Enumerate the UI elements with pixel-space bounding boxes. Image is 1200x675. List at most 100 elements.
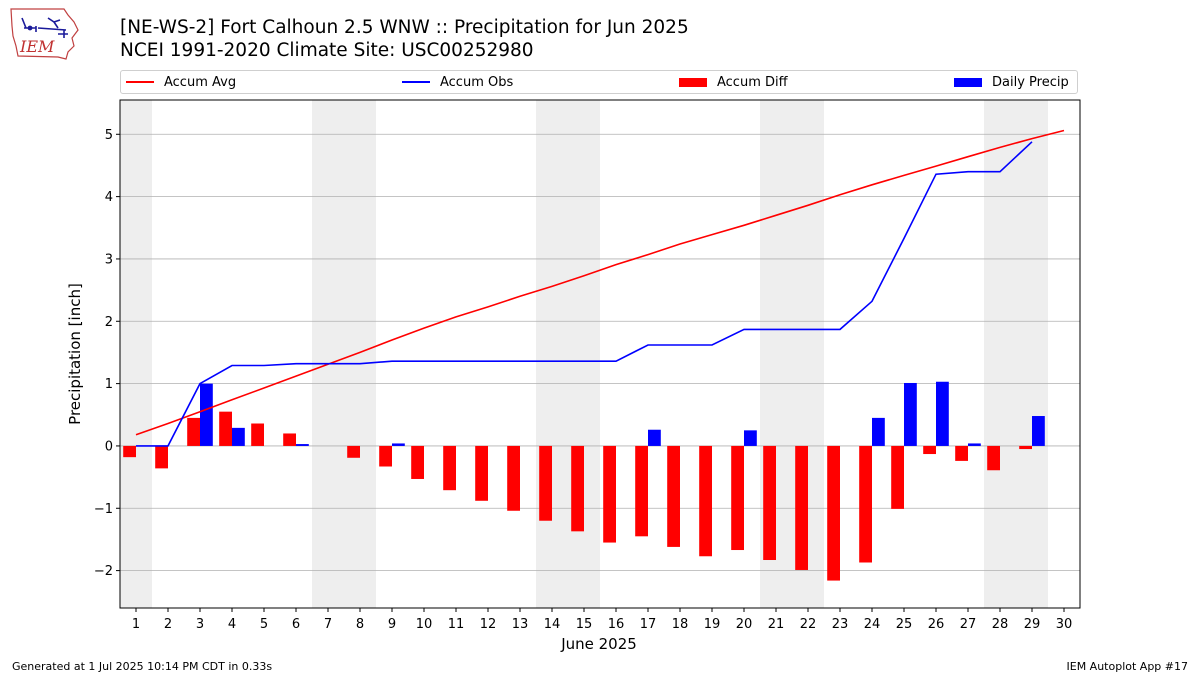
accum-diff-bar-day-24 (859, 445, 872, 563)
accum-diff-bar-day-10 (411, 445, 424, 479)
accum-diff-bar-day-21 (763, 445, 776, 561)
chart-title: [NE-WS-2] Fort Calhoun 2.5 WNW :: Precip… (120, 17, 689, 38)
legend-item-accum-avg: Accum Avg (126, 71, 236, 93)
x-tick-label-16: 16 (608, 617, 625, 632)
accum-diff-bar-day-6 (283, 433, 296, 446)
x-tick-label-21: 21 (768, 617, 785, 632)
accum-diff-bar-day-13 (507, 445, 520, 511)
daily-precip-bar-day-3 (200, 383, 213, 446)
bars (123, 381, 1045, 581)
accum-diff-bar-day-20 (731, 445, 744, 551)
legend-label-daily-precip: Daily Precip (992, 74, 1069, 90)
y-gridlines (120, 133, 1080, 572)
y-tick-label-3: 3 (105, 252, 113, 267)
legend-item-accum-obs: Accum Obs (402, 71, 513, 93)
accum-diff-bar-day-11 (443, 445, 456, 491)
daily-precip-bar-day-29 (1032, 416, 1045, 446)
logo-text: IEM (19, 37, 55, 56)
legend-swatch-daily-precip (954, 77, 982, 87)
daily-precip-bar-day-24 (872, 417, 885, 446)
accum-diff-bar-day-12 (475, 445, 488, 501)
x-tick-label-29: 29 (1024, 617, 1041, 632)
x-tick-label-6: 6 (292, 617, 300, 632)
weekend-band-day-14 (536, 100, 568, 608)
y-tick-label-0: 0 (105, 439, 113, 454)
x-tick-label-13: 13 (512, 617, 529, 632)
app-id: IEM Autoplot App #17 (1066, 660, 1189, 673)
x-tick-label-11: 11 (448, 617, 465, 632)
y-axis-label: Precipitation [inch] (66, 283, 84, 425)
accum-diff-bar-day-16 (603, 445, 616, 543)
legend-item-accum-diff: Accum Diff (679, 71, 788, 93)
daily-precip-bar-day-20 (744, 430, 757, 446)
accum-diff-bar-day-1 (123, 445, 136, 458)
daily-precip-bar-day-27 (968, 443, 981, 446)
x-axis-label: June 2025 (560, 635, 637, 653)
x-tick-label-17: 17 (640, 617, 657, 632)
weekend-band-day-15 (568, 100, 600, 608)
accum-diff-bar-day-22 (795, 445, 808, 570)
daily-precip-bar-day-4 (232, 427, 245, 446)
x-tick-label-4: 4 (228, 617, 236, 632)
daily-precip-bar-day-6 (296, 444, 309, 446)
x-tick-label-15: 15 (576, 617, 593, 632)
accum-diff-bar-day-5 (251, 423, 264, 446)
accum-diff-bar-day-23 (827, 445, 840, 581)
chart-legend: Accum Avg Accum Obs Accum Diff Daily Pre… (120, 70, 1078, 94)
chart-subtitle: NCEI 1991-2020 Climate Site: USC00252980 (120, 40, 534, 61)
y-tick-label-2: 2 (105, 315, 113, 330)
plot-frame (119, 99, 1081, 609)
legend-label-accum-diff: Accum Diff (717, 74, 788, 90)
y-tick-label-4: 4 (105, 190, 113, 205)
x-tick-label-30: 30 (1056, 617, 1073, 632)
accum-diff-bar-day-8 (347, 445, 360, 458)
x-axis-ticks: 1 2 3 4 5 6 7 8 9 10 11 12 13 14 15 16 17 18 19 20 21 22 23 24 2… (132, 608, 1072, 632)
accum-diff-bar-day-27 (955, 445, 968, 461)
legend-swatch-accum-avg (126, 81, 154, 83)
x-tick-label-22: 22 (800, 617, 817, 632)
accum-diff-bar-day-2 (155, 445, 168, 469)
weekend-band-day-1 (120, 100, 152, 608)
y-tick-label--2: −2 (94, 564, 113, 579)
x-tick-label-14: 14 (544, 617, 561, 632)
series-lines (135, 129, 1065, 447)
accum-diff-bar-day-14 (539, 445, 552, 521)
legend-label-accum-obs: Accum Obs (440, 74, 514, 90)
accum-diff-bar-day-29 (1019, 445, 1032, 450)
weekend-band-day-8 (344, 100, 376, 608)
y-axis-ticks: −2 −1 0 1 2 3 4 5 (94, 128, 120, 579)
generated-timestamp: Generated at 1 Jul 2025 10:14 PM CDT in … (12, 660, 273, 673)
accum-diff-bar-day-15 (571, 445, 584, 532)
x-tick-label-7: 7 (324, 617, 332, 632)
accum-diff-bar-day-19 (699, 445, 712, 557)
x-tick-label-5: 5 (260, 617, 268, 632)
y-tick-label-1: 1 (105, 377, 113, 392)
accum-diff-bar-day-4 (219, 411, 232, 446)
iowa-outline-icon (10, 8, 79, 60)
accum-diff-bar-day-9 (379, 445, 392, 467)
accum-diff-bar-day-25 (891, 445, 904, 509)
x-tick-label-25: 25 (896, 617, 913, 632)
daily-precip-bar-day-9 (392, 443, 405, 446)
weekend-shading (120, 100, 1048, 608)
x-tick-label-1: 1 (132, 617, 140, 632)
x-tick-label-3: 3 (196, 617, 204, 632)
accum-obs-line (136, 141, 1033, 447)
x-tick-label-26: 26 (928, 617, 945, 632)
x-tick-label-23: 23 (832, 617, 849, 632)
daily-precip-bar-day-26 (936, 381, 949, 446)
accum-diff-bar-day-3 (187, 417, 200, 446)
x-tick-label-27: 27 (960, 617, 977, 632)
daily-precip-bar-day-17 (648, 429, 661, 446)
accum-diff-bar-day-17 (635, 445, 648, 537)
weekend-band-day-29 (1016, 100, 1048, 608)
x-tick-label-24: 24 (864, 617, 881, 632)
x-tick-label-8: 8 (356, 617, 364, 632)
legend-item-daily-precip: Daily Precip (954, 71, 1069, 93)
y-tick-label-5: 5 (105, 128, 113, 143)
x-tick-label-20: 20 (736, 617, 753, 632)
legend-swatch-accum-obs (402, 81, 430, 83)
x-tick-label-18: 18 (672, 617, 689, 632)
weekend-band-day-28 (984, 100, 1016, 608)
